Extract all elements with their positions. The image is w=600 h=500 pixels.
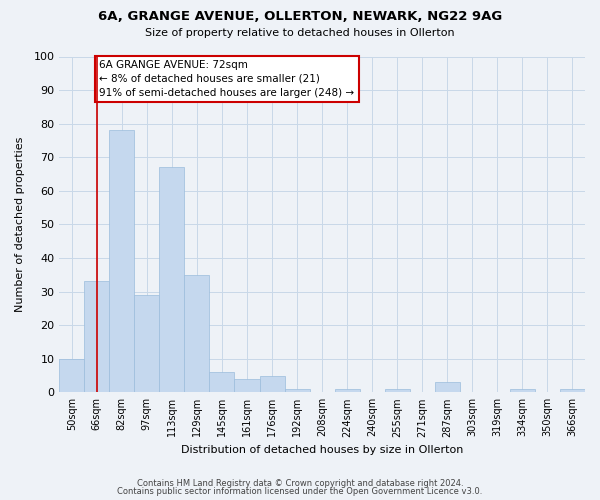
- Bar: [134, 295, 160, 392]
- Bar: [560, 389, 585, 392]
- Bar: [235, 379, 260, 392]
- Text: Contains public sector information licensed under the Open Government Licence v3: Contains public sector information licen…: [118, 487, 482, 496]
- Y-axis label: Number of detached properties: Number of detached properties: [15, 136, 25, 312]
- Bar: [59, 358, 84, 392]
- Bar: [84, 282, 109, 393]
- Bar: [385, 389, 410, 392]
- Bar: [184, 275, 209, 392]
- Text: Contains HM Land Registry data © Crown copyright and database right 2024.: Contains HM Land Registry data © Crown c…: [137, 478, 463, 488]
- Text: 6A GRANGE AVENUE: 72sqm
← 8% of detached houses are smaller (21)
91% of semi-det: 6A GRANGE AVENUE: 72sqm ← 8% of detached…: [99, 60, 355, 98]
- Text: Size of property relative to detached houses in Ollerton: Size of property relative to detached ho…: [145, 28, 455, 38]
- Bar: [435, 382, 460, 392]
- Bar: [335, 389, 359, 392]
- Bar: [109, 130, 134, 392]
- X-axis label: Distribution of detached houses by size in Ollerton: Distribution of detached houses by size …: [181, 445, 463, 455]
- Text: 6A, GRANGE AVENUE, OLLERTON, NEWARK, NG22 9AG: 6A, GRANGE AVENUE, OLLERTON, NEWARK, NG2…: [98, 10, 502, 23]
- Bar: [260, 376, 284, 392]
- Bar: [284, 389, 310, 392]
- Bar: [160, 168, 184, 392]
- Bar: [209, 372, 235, 392]
- Bar: [510, 389, 535, 392]
